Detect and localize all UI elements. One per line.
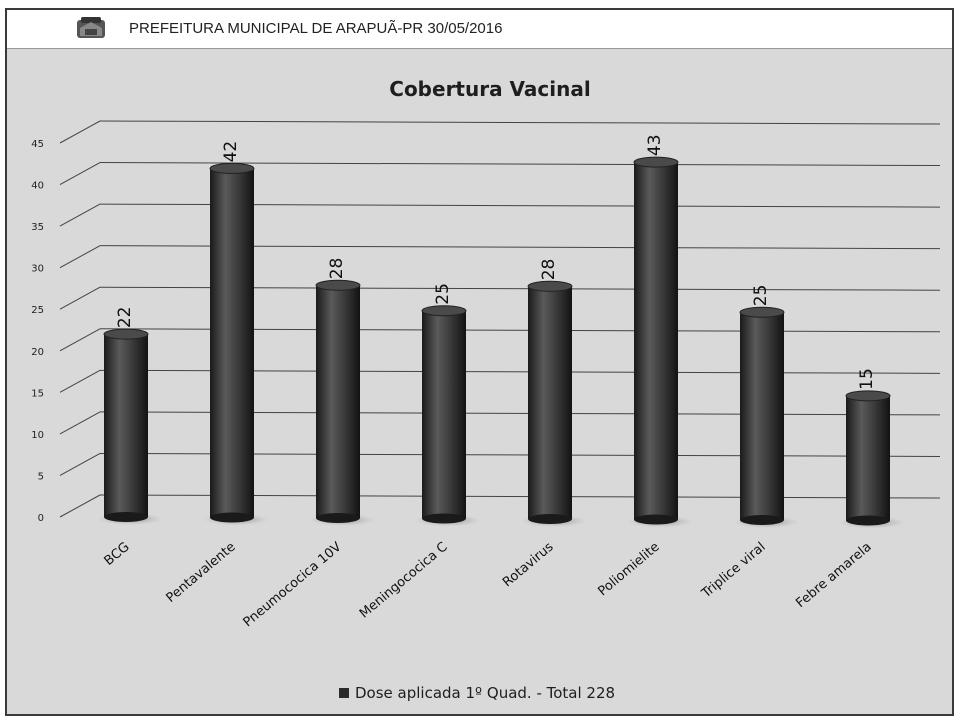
x-tick-label: Pentavalente [164,540,239,606]
grid-line [59,286,101,310]
y-tick-label: 45 [31,139,44,150]
bar-top [633,156,679,168]
y-tick-label: 15 [31,388,44,399]
x-tick-label: Poliomielite [595,540,662,600]
grid-line [59,369,101,393]
grid-line [59,453,101,476]
bar-base [528,514,572,524]
bar-base [846,515,890,526]
y-tick-label: 25 [31,305,44,316]
bar-top [845,390,891,402]
grid-line [59,494,101,518]
data-label: 42 [221,141,241,163]
x-axis-labels: BCG Pentavalente Pneumococica 10V Meningoco… [102,539,875,630]
x-tick-label: Triplice viral [698,540,768,602]
bar-base [740,515,784,525]
bar [422,310,466,519]
data-label: 25 [751,285,771,307]
bar-top [315,279,361,291]
grid-line [59,162,101,185]
grid-lines [59,120,941,518]
data-label: 43 [645,134,665,156]
grid-line [99,120,941,125]
data-label: 28 [539,259,559,281]
bar-top [209,162,255,174]
bar [846,395,890,521]
y-tick-label: 40 [31,181,44,192]
legend-label: Dose aplicada 1º Quad. - Total 228 [355,684,615,702]
bar-top [421,305,467,317]
bar-base [634,514,678,525]
legend-swatch [339,688,349,698]
y-tick-label: 0 [38,513,44,524]
y-tick-label: 35 [31,222,44,233]
chart-title: Cobertura Vacinal [389,77,590,101]
chart-frame: PREFEITURA MUNICIPAL DE ARAPUÃ-PR 30/05/… [5,8,954,716]
bar-top [527,280,573,292]
bar-top [103,328,149,340]
bar-base [210,512,254,523]
x-tick-label: BCG [102,540,133,569]
grid-line [59,203,101,227]
grid-line [59,245,101,269]
x-tick-label: Rotavirus [500,539,557,590]
bar [740,312,784,520]
bar [210,168,254,518]
y-tick-label: 5 [38,471,44,482]
x-tick-label: Pneumococica 10V [241,540,345,631]
grid-line [59,411,101,435]
x-tick-label: Meningococica C [357,540,451,622]
y-tick-label: 20 [31,347,44,358]
y-tick-label: 30 [31,264,44,275]
bar-top [739,306,785,318]
data-label: 22 [115,307,135,329]
bars: 22 42 28 25 28 43 25 15 [97,134,905,529]
x-tick-label: Febre amarela [793,540,874,612]
bar [634,162,678,520]
municipal-crest-icon [77,17,105,38]
bar [316,285,360,518]
header-title: PREFEITURA MUNICIPAL DE ARAPUÃ-PR 30/05/… [129,20,503,37]
grid-line [59,120,101,144]
bar-base [316,513,360,523]
bar-base [422,513,466,524]
data-label: 28 [327,258,347,280]
data-label: 15 [857,368,877,390]
header-bar: PREFEITURA MUNICIPAL DE ARAPUÃ-PR 30/05/… [7,10,952,49]
grid-line [59,328,101,352]
legend: Dose aplicada 1º Quad. - Total 228 [339,684,615,702]
grid-line [99,162,941,167]
data-label: 25 [433,283,453,305]
bar [528,286,572,519]
y-tick-label: 10 [31,430,44,441]
y-axis-ticks: 0 5 10 15 20 25 30 35 40 45 [31,139,44,524]
bar [104,334,148,517]
bar-base [104,512,148,522]
